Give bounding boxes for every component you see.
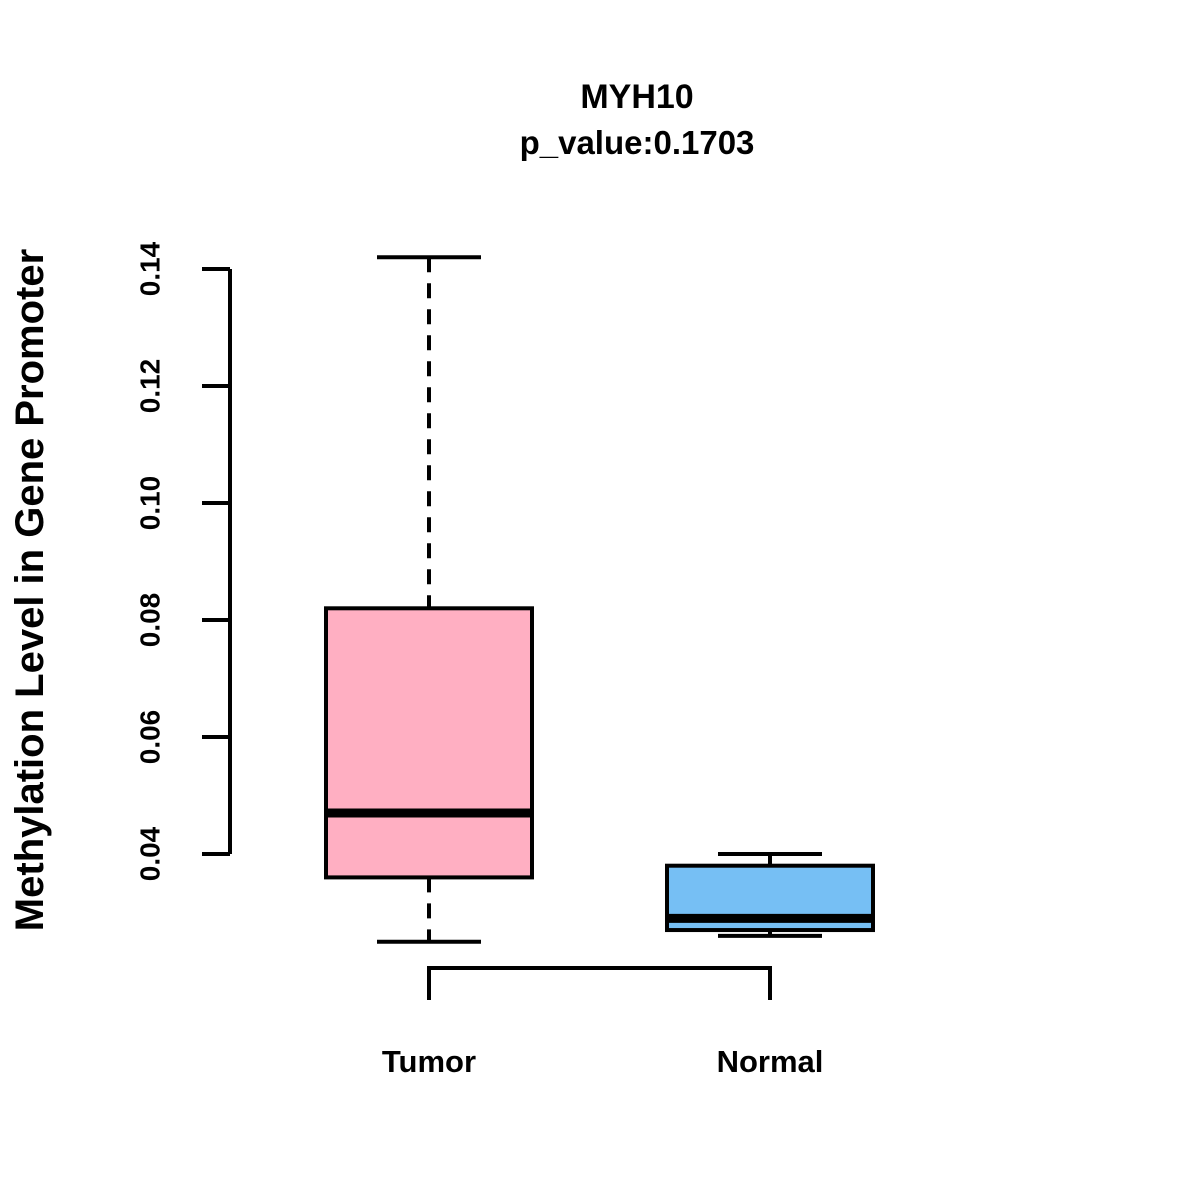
y-tick-label: 0.08 <box>135 593 166 648</box>
y-tick-label: 0.12 <box>135 359 166 414</box>
x-label-normal: Normal <box>717 1044 824 1079</box>
chart-title: MYH10 <box>580 78 694 116</box>
x-label-tumor: Tumor <box>382 1044 476 1079</box>
y-tick-label: 0.10 <box>135 476 166 531</box>
tumor-box <box>324 606 534 880</box>
y-tick-label: 0.06 <box>135 710 166 765</box>
comparison-bracket <box>427 966 772 1000</box>
chart-subtitle: p_value:0.1703 <box>519 124 755 161</box>
y-tick-label: 0.14 <box>135 241 166 296</box>
y-axis-title: Methylation Level in Gene Promoter <box>8 248 52 932</box>
y-tick-label: 0.04 <box>135 826 166 881</box>
